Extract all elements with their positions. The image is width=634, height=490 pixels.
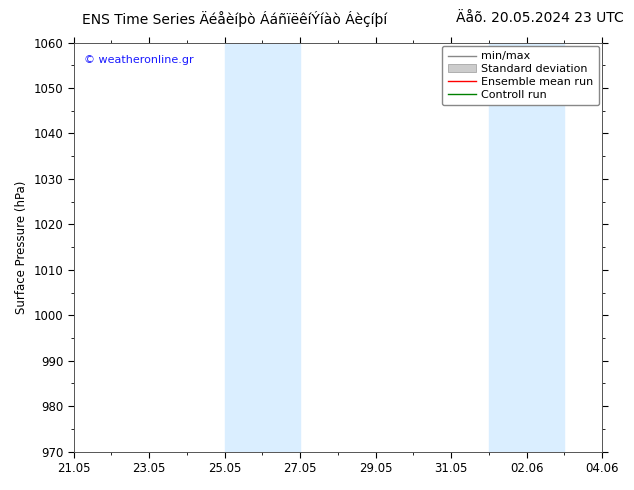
Legend: min/max, Standard deviation, Ensemble mean run, Controll run: min/max, Standard deviation, Ensemble me… [443,46,599,105]
Text: ENS Time Series Äéåèíþò ÁáñïëêíÝíàò Áèçíþí: ENS Time Series Äéåèíþò ÁáñïëêíÝíàò Áèçí… [82,11,387,27]
Y-axis label: Surface Pressure (hPa): Surface Pressure (hPa) [15,180,28,314]
Text: Äåõ. 20.05.2024 23 UTC: Äåõ. 20.05.2024 23 UTC [456,11,624,25]
Bar [489,43,564,452]
Text: © weatheronline.gr: © weatheronline.gr [84,55,194,65]
Bar [224,43,301,452]
